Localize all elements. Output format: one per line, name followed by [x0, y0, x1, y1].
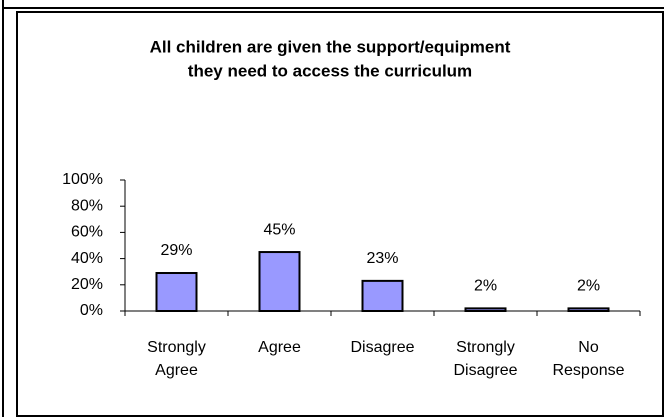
bar — [258, 251, 301, 313]
chart-title: All children are given the support/equip… — [150, 37, 511, 56]
value-label: 45% — [263, 221, 295, 238]
bar — [567, 307, 610, 313]
y-tick-label: 100% — [62, 171, 103, 188]
bar — [464, 307, 507, 313]
value-label: 29% — [160, 242, 192, 259]
value-label: 2% — [577, 278, 600, 295]
x-tick-label: Strongly — [456, 339, 515, 356]
x-tick-label: Response — [552, 362, 624, 379]
value-label: 2% — [474, 278, 497, 295]
y-tick-label: 20% — [71, 276, 103, 293]
y-tick-label: 40% — [71, 250, 103, 267]
bar — [155, 272, 198, 313]
x-tick-label: Disagree — [453, 362, 517, 379]
x-tick-label: Strongly — [147, 339, 206, 356]
y-tick-label: 80% — [71, 197, 103, 214]
x-tick-label: Agree — [155, 362, 198, 379]
x-tick-label: No — [578, 339, 599, 356]
x-tick-label: Agree — [258, 339, 301, 356]
y-tick-label: 60% — [71, 224, 103, 241]
value-label: 23% — [366, 250, 398, 267]
chart-title: they need to access the curriculum — [188, 61, 472, 80]
bar — [361, 279, 404, 312]
chart-border — [16, 11, 664, 417]
x-tick-label: Disagree — [350, 339, 414, 356]
y-tick-label: 0% — [80, 302, 103, 319]
